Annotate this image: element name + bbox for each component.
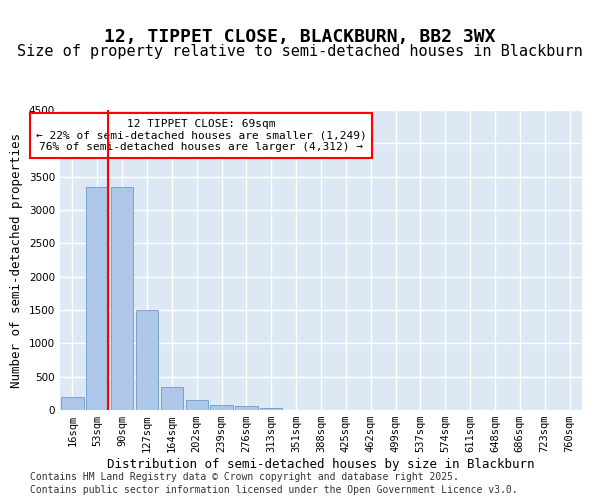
Bar bbox=[211, 404, 233, 410]
Bar bbox=[260, 408, 283, 410]
Bar bbox=[111, 186, 133, 410]
Bar bbox=[185, 400, 208, 410]
Text: Contains public sector information licensed under the Open Government Licence v3: Contains public sector information licen… bbox=[30, 485, 518, 495]
Text: 12, TIPPET CLOSE, BLACKBURN, BB2 3WX: 12, TIPPET CLOSE, BLACKBURN, BB2 3WX bbox=[104, 28, 496, 46]
Bar bbox=[86, 186, 109, 410]
Y-axis label: Number of semi-detached properties: Number of semi-detached properties bbox=[10, 132, 23, 388]
Bar bbox=[235, 406, 257, 410]
Bar bbox=[136, 310, 158, 410]
Text: Size of property relative to semi-detached houses in Blackburn: Size of property relative to semi-detach… bbox=[17, 44, 583, 59]
Text: 12 TIPPET CLOSE: 69sqm
← 22% of semi-detached houses are smaller (1,249)
76% of : 12 TIPPET CLOSE: 69sqm ← 22% of semi-det… bbox=[35, 119, 367, 152]
Text: Contains HM Land Registry data © Crown copyright and database right 2025.: Contains HM Land Registry data © Crown c… bbox=[30, 472, 459, 482]
Bar bbox=[61, 396, 83, 410]
Bar bbox=[161, 386, 183, 410]
X-axis label: Distribution of semi-detached houses by size in Blackburn: Distribution of semi-detached houses by … bbox=[107, 458, 535, 471]
